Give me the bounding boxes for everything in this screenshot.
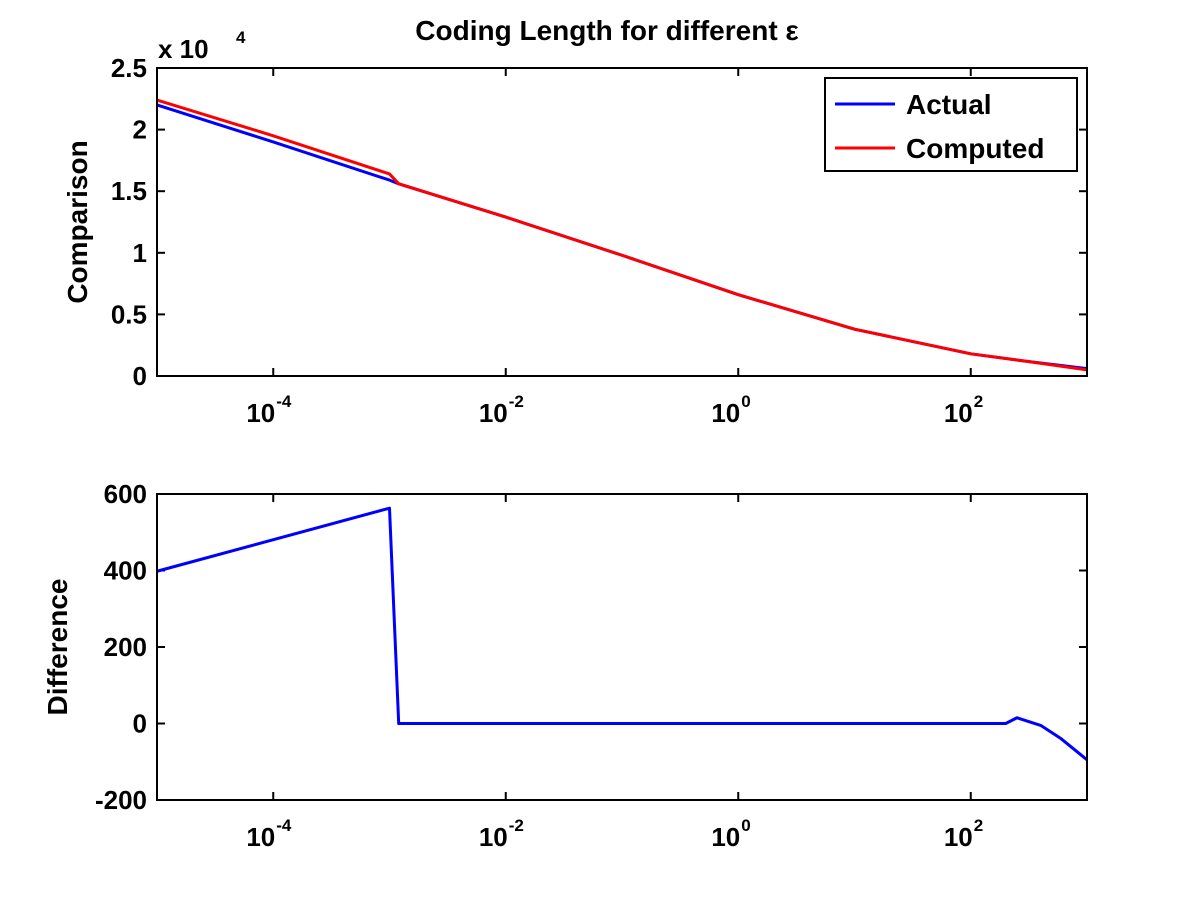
top-x-tick-label-exp: -2 — [509, 392, 524, 411]
top-series-layer — [156, 98, 1088, 372]
top-x-tick-label-base: 10 — [479, 398, 508, 428]
legend: Actual Computed — [824, 77, 1078, 172]
bottom-y-tick-label: 200 — [104, 632, 147, 662]
multiplier-exponent: 4 — [236, 28, 246, 47]
series-line-difference — [156, 506, 1088, 762]
bottom-x-tick-label-base: 10 — [711, 822, 740, 852]
top-y-tick-label: 0.5 — [111, 299, 147, 329]
y-axis-multiplier: x 10 4 — [158, 28, 246, 64]
bottom-x-tick-label-exp: 2 — [974, 816, 983, 835]
comparison-panel: Coding Length for different ε Comparison… — [62, 15, 1088, 428]
legend-box — [824, 77, 1078, 172]
bottom-axes-box — [156, 493, 1088, 801]
bottom-x-tick-label-base: 10 — [246, 822, 275, 852]
top-x-tick-label-base: 10 — [711, 398, 740, 428]
top-x-tick-label-base: 10 — [944, 398, 973, 428]
top-y-tick-label: 1 — [133, 238, 147, 268]
bottom-x-tick-label-exp: 0 — [741, 816, 750, 835]
bottom-x-tick-label-base: 10 — [944, 822, 973, 852]
bottom-x-tick-label-base: 10 — [479, 822, 508, 852]
bottom-x-tick-label-exp: -2 — [509, 816, 524, 835]
legend-label-computed: Computed — [906, 133, 1044, 164]
multiplier-base: x 10 — [158, 34, 209, 64]
chart-title: Coding Length for different ε — [415, 15, 798, 46]
top-y-tick-label: 1.5 — [111, 176, 147, 206]
bottom-y-tick-label: 0 — [133, 709, 147, 739]
top-x-tick-label-exp: 0 — [741, 392, 750, 411]
legend-label-actual: Actual — [906, 89, 992, 120]
bottom-y-tick-label: 400 — [104, 556, 147, 586]
bottom-y-tick-label: 600 — [104, 479, 147, 509]
top-axes-box — [156, 67, 1088, 377]
top-y-tick-label: 2 — [133, 115, 147, 145]
y-axis-label-comparison: Comparison — [62, 140, 93, 303]
top-x-tick-label-exp: 2 — [974, 392, 983, 411]
y-axis-label-difference: Difference — [42, 579, 73, 716]
bottom-series-layer — [156, 506, 1088, 762]
top-x-tick-label-base: 10 — [246, 398, 275, 428]
bottom-y-tick-label: -200 — [95, 785, 147, 815]
top-y-tick-label: 0 — [133, 361, 147, 391]
top-y-tick-label: 2.5 — [111, 53, 147, 83]
bottom-x-tick-label-exp: -4 — [276, 816, 292, 835]
series-line-computed — [156, 98, 1088, 372]
top-x-tick-label-exp: -4 — [276, 392, 292, 411]
